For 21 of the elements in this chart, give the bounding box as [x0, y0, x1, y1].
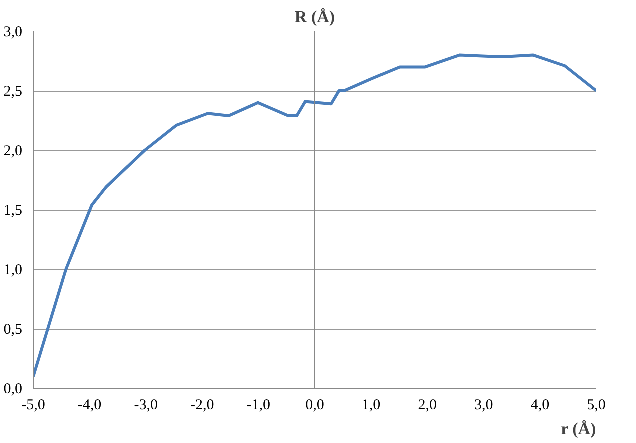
y-tick-label: 0,0	[4, 382, 22, 398]
x-tick-label: 1,0	[362, 398, 381, 414]
x-tick-label: 0,0	[306, 398, 324, 414]
y-tick-label: 1,5	[4, 203, 22, 219]
x-tick-label: -4,0	[78, 398, 102, 414]
x-tick-label: -3,0	[134, 398, 158, 414]
x-axis-title: r (Å)	[561, 420, 596, 438]
y-tick-label: 2,0	[4, 144, 22, 160]
x-tick-label: 5,0	[587, 398, 606, 414]
y-tick-label: 2,5	[4, 84, 22, 100]
y-axis-title: R (Å)	[294, 8, 336, 26]
x-tick-label: 4,0	[530, 398, 550, 414]
x-tick-label: 2,0	[418, 398, 437, 414]
x-tick-label: -5,0	[22, 398, 46, 414]
x-tick-label: -1,0	[246, 398, 271, 414]
y-tick-label: 0,5	[4, 322, 22, 338]
line-series	[34, 54, 596, 378]
x-tick-label: 3,0	[474, 398, 494, 414]
y-tick-label: 1,0	[4, 262, 22, 278]
y-tick-label: 3,0	[4, 24, 22, 40]
x-tick-label: -2,0	[190, 398, 214, 414]
